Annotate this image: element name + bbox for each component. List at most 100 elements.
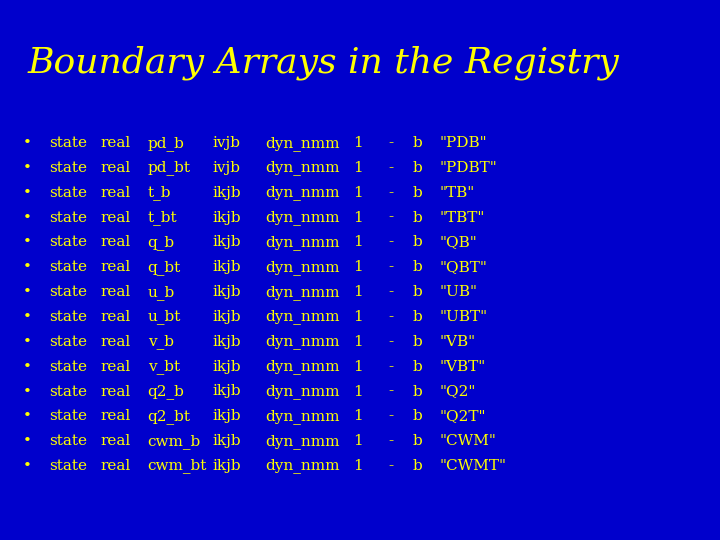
Text: ikjb: ikjb xyxy=(212,235,241,249)
Text: •: • xyxy=(23,136,32,150)
Text: b: b xyxy=(413,161,423,175)
Text: 1: 1 xyxy=(353,136,363,150)
Text: dyn_nmm: dyn_nmm xyxy=(265,384,339,399)
Text: ivjb: ivjb xyxy=(212,161,240,175)
Text: 1: 1 xyxy=(353,186,363,200)
Text: dyn_nmm: dyn_nmm xyxy=(265,458,339,474)
Text: dyn_nmm: dyn_nmm xyxy=(265,285,339,300)
Text: state: state xyxy=(49,310,87,324)
Text: pd_b: pd_b xyxy=(148,136,184,151)
Text: ikjb: ikjb xyxy=(212,335,241,349)
Text: v_b: v_b xyxy=(148,334,174,349)
Text: "UBT": "UBT" xyxy=(439,310,487,324)
Text: •: • xyxy=(23,211,32,225)
Text: "CWMT": "CWMT" xyxy=(439,459,506,473)
Text: 1: 1 xyxy=(353,161,363,175)
Text: cwm_b: cwm_b xyxy=(148,434,201,449)
Text: -: - xyxy=(389,335,394,349)
Text: dyn_nmm: dyn_nmm xyxy=(265,409,339,424)
Text: state: state xyxy=(49,260,87,274)
Text: -: - xyxy=(389,161,394,175)
Text: b: b xyxy=(413,335,423,349)
Text: "VBT": "VBT" xyxy=(439,360,485,374)
Text: real: real xyxy=(101,186,131,200)
Text: t_bt: t_bt xyxy=(148,210,177,225)
Text: state: state xyxy=(49,384,87,399)
Text: cwm_bt: cwm_bt xyxy=(148,458,207,474)
Text: 1: 1 xyxy=(353,459,363,473)
Text: b: b xyxy=(413,360,423,374)
Text: "QBT": "QBT" xyxy=(439,260,487,274)
Text: u_bt: u_bt xyxy=(148,309,181,325)
Text: state: state xyxy=(49,211,87,225)
Text: v_bt: v_bt xyxy=(148,359,180,374)
Text: 1: 1 xyxy=(353,235,363,249)
Text: •: • xyxy=(23,384,32,399)
Text: real: real xyxy=(101,384,131,399)
Text: ikjb: ikjb xyxy=(212,409,241,423)
Text: -: - xyxy=(389,409,394,423)
Text: real: real xyxy=(101,459,131,473)
Text: "QB": "QB" xyxy=(439,235,477,249)
Text: 1: 1 xyxy=(353,335,363,349)
Text: •: • xyxy=(23,285,32,299)
Text: •: • xyxy=(23,335,32,349)
Text: "Q2T": "Q2T" xyxy=(439,409,486,423)
Text: t_b: t_b xyxy=(148,185,171,200)
Text: state: state xyxy=(49,459,87,473)
Text: ikjb: ikjb xyxy=(212,384,241,399)
Text: state: state xyxy=(49,335,87,349)
Text: -: - xyxy=(389,459,394,473)
Text: real: real xyxy=(101,335,131,349)
Text: b: b xyxy=(413,285,423,299)
Text: "PDB": "PDB" xyxy=(439,136,487,150)
Text: b: b xyxy=(413,310,423,324)
Text: •: • xyxy=(23,459,32,473)
Text: 1: 1 xyxy=(353,285,363,299)
Text: dyn_nmm: dyn_nmm xyxy=(265,334,339,349)
Text: -: - xyxy=(389,310,394,324)
Text: ivjb: ivjb xyxy=(212,136,240,150)
Text: •: • xyxy=(23,161,32,175)
Text: ikjb: ikjb xyxy=(212,260,241,274)
Text: b: b xyxy=(413,186,423,200)
Text: 1: 1 xyxy=(353,384,363,399)
Text: dyn_nmm: dyn_nmm xyxy=(265,309,339,325)
Text: -: - xyxy=(389,384,394,399)
Text: "TBT": "TBT" xyxy=(439,211,485,225)
Text: real: real xyxy=(101,409,131,423)
Text: real: real xyxy=(101,136,131,150)
Text: dyn_nmm: dyn_nmm xyxy=(265,136,339,151)
Text: ikjb: ikjb xyxy=(212,285,241,299)
Text: dyn_nmm: dyn_nmm xyxy=(265,359,339,374)
Text: -: - xyxy=(389,260,394,274)
Text: b: b xyxy=(413,260,423,274)
Text: "PDBT": "PDBT" xyxy=(439,161,497,175)
Text: -: - xyxy=(389,211,394,225)
Text: 1: 1 xyxy=(353,310,363,324)
Text: "CWM": "CWM" xyxy=(439,434,496,448)
Text: state: state xyxy=(49,235,87,249)
Text: real: real xyxy=(101,310,131,324)
Text: -: - xyxy=(389,434,394,448)
Text: •: • xyxy=(23,360,32,374)
Text: •: • xyxy=(23,434,32,448)
Text: 1: 1 xyxy=(353,211,363,225)
Text: •: • xyxy=(23,310,32,324)
Text: b: b xyxy=(413,409,423,423)
Text: "VB": "VB" xyxy=(439,335,475,349)
Text: state: state xyxy=(49,285,87,299)
Text: state: state xyxy=(49,161,87,175)
Text: dyn_nmm: dyn_nmm xyxy=(265,260,339,275)
Text: pd_bt: pd_bt xyxy=(148,160,191,176)
Text: state: state xyxy=(49,360,87,374)
Text: dyn_nmm: dyn_nmm xyxy=(265,160,339,176)
Text: 1: 1 xyxy=(353,434,363,448)
Text: •: • xyxy=(23,235,32,249)
Text: real: real xyxy=(101,211,131,225)
Text: -: - xyxy=(389,360,394,374)
Text: real: real xyxy=(101,235,131,249)
Text: dyn_nmm: dyn_nmm xyxy=(265,235,339,250)
Text: •: • xyxy=(23,186,32,200)
Text: q_b: q_b xyxy=(148,235,175,250)
